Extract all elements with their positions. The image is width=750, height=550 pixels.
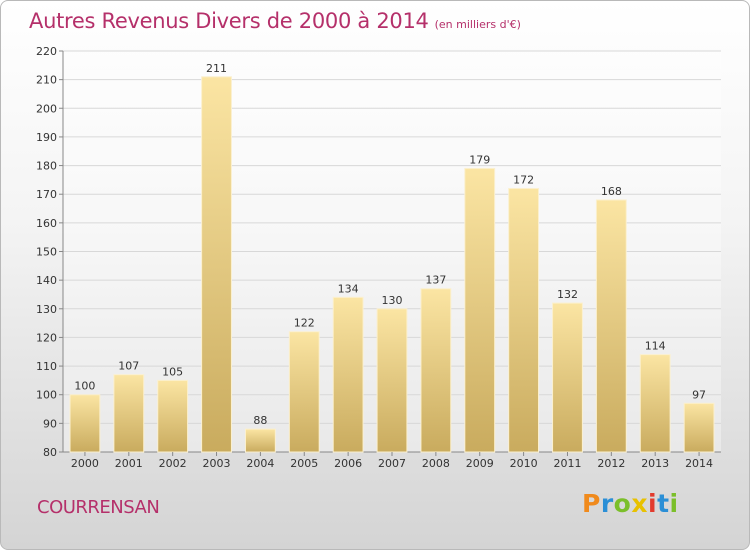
y-tick-label: 200 xyxy=(36,102,57,115)
bar xyxy=(508,187,540,453)
bar xyxy=(157,379,189,453)
logo-letter: x xyxy=(631,489,648,518)
data-label: 130 xyxy=(382,294,403,307)
y-tick-label: 190 xyxy=(36,131,57,144)
data-label: 105 xyxy=(162,365,183,378)
data-label: 88 xyxy=(253,414,267,427)
bar xyxy=(244,428,276,453)
x-tick-label: 2012 xyxy=(597,457,625,470)
bar xyxy=(288,331,320,453)
x-tick-label: 2010 xyxy=(510,457,538,470)
bar xyxy=(420,288,452,453)
y-tick-label: 140 xyxy=(36,274,57,287)
y-tick-label: 130 xyxy=(36,303,57,316)
bar xyxy=(595,199,627,453)
bar xyxy=(464,167,496,453)
x-tick-label: 2001 xyxy=(115,457,143,470)
y-tick-label: 220 xyxy=(36,45,57,58)
data-label: 107 xyxy=(118,360,139,373)
data-label: 122 xyxy=(294,317,315,330)
data-label: 100 xyxy=(74,380,95,393)
x-tick-label: 2011 xyxy=(553,457,581,470)
bar xyxy=(201,76,232,453)
y-tick-label: 170 xyxy=(36,188,57,201)
data-label: 172 xyxy=(513,173,534,186)
bar xyxy=(113,374,145,453)
chart-title: Autres Revenus Divers de 2000 à 2014 (en … xyxy=(29,9,521,33)
city-name: COURRENSAN xyxy=(37,497,160,518)
bar xyxy=(683,402,715,453)
x-tick-label: 2004 xyxy=(246,457,274,470)
y-tick-label: 160 xyxy=(36,217,57,230)
bar xyxy=(332,296,364,453)
logo-letter: o xyxy=(613,489,632,518)
x-tick-label: 2003 xyxy=(203,457,231,470)
bar xyxy=(552,302,583,453)
x-tick-label: 2002 xyxy=(159,457,187,470)
x-tick-label: 2009 xyxy=(466,457,494,470)
x-tick-label: 2000 xyxy=(71,457,99,470)
logo-letter: i xyxy=(648,489,658,518)
x-tick-label: 2013 xyxy=(641,457,669,470)
bar xyxy=(376,308,408,453)
x-tick-label: 2014 xyxy=(685,457,713,470)
data-label: 114 xyxy=(645,340,666,353)
x-tick-label: 2005 xyxy=(290,457,318,470)
data-label: 137 xyxy=(425,274,446,287)
y-tick-label: 110 xyxy=(36,360,57,373)
chart-subtitle: (en milliers d'€) xyxy=(434,18,521,31)
x-tick-label: 2007 xyxy=(378,457,406,470)
logo-letter: r xyxy=(600,489,614,518)
proxiti-logo: Proxiti xyxy=(582,489,679,518)
logo-letter: P xyxy=(582,489,601,518)
y-tick-label: 100 xyxy=(36,389,57,402)
data-label: 179 xyxy=(469,153,490,166)
bar xyxy=(639,354,671,453)
y-tick-label: 80 xyxy=(43,446,57,459)
y-tick-label: 180 xyxy=(36,160,57,173)
y-tick-label: 210 xyxy=(36,74,57,87)
x-tick-label: 2008 xyxy=(422,457,450,470)
data-label: 211 xyxy=(206,62,227,75)
y-tick-label: 150 xyxy=(36,246,57,259)
data-label: 132 xyxy=(557,288,578,301)
logo-letter: i xyxy=(669,489,679,518)
y-tick-label: 120 xyxy=(36,331,57,344)
logo-letter: t xyxy=(657,489,670,518)
data-label: 97 xyxy=(692,388,706,401)
data-label: 168 xyxy=(601,185,622,198)
bar xyxy=(69,394,101,453)
data-label: 134 xyxy=(338,282,359,295)
y-tick-label: 90 xyxy=(43,417,57,430)
x-tick-label: 2006 xyxy=(334,457,362,470)
